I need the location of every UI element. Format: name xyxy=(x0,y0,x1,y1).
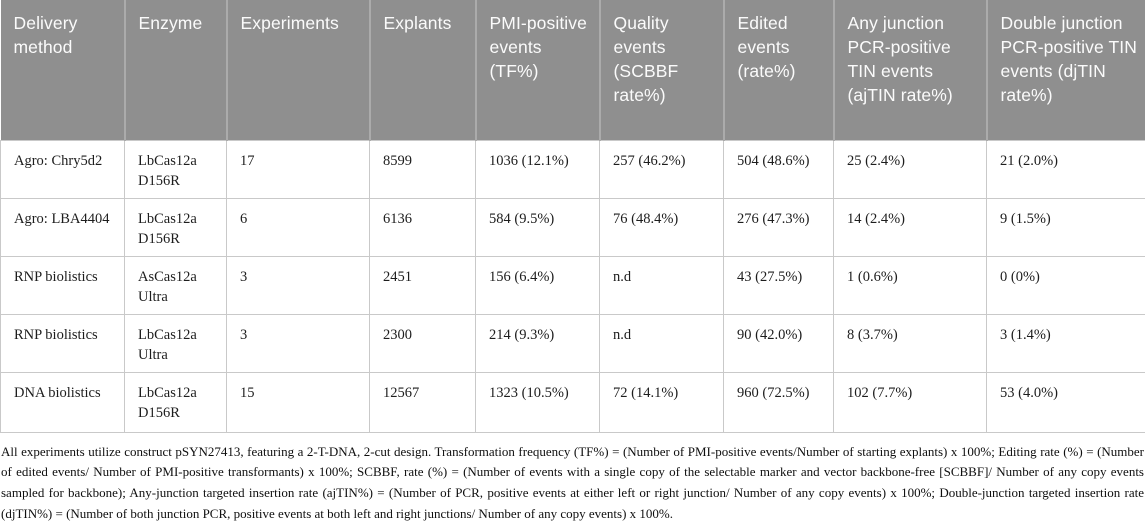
cell-ajtin-events: 102 (7.7%) xyxy=(833,371,987,433)
cell-djtin-events: 0 (0%) xyxy=(986,255,1145,315)
results-table: Delivery method Enzyme Experiments Expla… xyxy=(0,0,1145,433)
cell-djtin-events: 21 (2.0%) xyxy=(986,139,1145,199)
cell-quality-events: n.d xyxy=(599,313,724,373)
cell-experiments: 17 xyxy=(226,139,370,199)
table-row: RNP biolistics LbCas12a Ultra 3 2300 214… xyxy=(0,313,1145,373)
cell-edited-events: 43 (27.5%) xyxy=(723,255,834,315)
cell-delivery-method: RNP biolistics xyxy=(0,313,125,373)
cell-pmi-positive-events: 1323 (10.5%) xyxy=(475,371,600,433)
cell-quality-events: 72 (14.1%) xyxy=(599,371,724,433)
cell-enzyme: LbCas12a D156R xyxy=(124,197,227,257)
cell-djtin-events: 3 (1.4%) xyxy=(986,313,1145,373)
table-row: DNA biolistics LbCas12a D156R 15 12567 1… xyxy=(0,371,1145,433)
cell-explants: 2300 xyxy=(369,313,476,373)
cell-ajtin-events: 25 (2.4%) xyxy=(833,139,987,199)
cell-edited-events: 504 (48.6%) xyxy=(723,139,834,199)
column-header-edited-events: Edited events (rate%) xyxy=(722,0,834,140)
cell-quality-events: 76 (48.4%) xyxy=(599,197,724,257)
cell-enzyme: LbCas12a D156R xyxy=(124,371,227,433)
cell-explants: 6136 xyxy=(369,197,476,257)
cell-delivery-method: DNA biolistics xyxy=(0,371,125,433)
cell-pmi-positive-events: 156 (6.4%) xyxy=(475,255,600,315)
column-header-djtin-events: Double junction PCR-positive TIN events … xyxy=(985,0,1145,140)
cell-experiments: 3 xyxy=(226,313,370,373)
table-header: Delivery method Enzyme Experiments Expla… xyxy=(0,0,1145,140)
table-body: Agro: Chry5d2 LbCas12a D156R 17 8599 103… xyxy=(0,139,1145,433)
header-row: Delivery method Enzyme Experiments Expla… xyxy=(0,0,1145,140)
column-header-experiments: Experiments xyxy=(225,0,370,140)
cell-explants: 2451 xyxy=(369,255,476,315)
column-header-quality-events: Quality events (SCBBF rate%) xyxy=(598,0,724,140)
cell-ajtin-events: 8 (3.7%) xyxy=(833,313,987,373)
column-header-enzyme: Enzyme xyxy=(123,0,227,140)
column-header-delivery-method: Delivery method xyxy=(0,0,125,140)
table-footnote: All experiments utilize construct pSYN27… xyxy=(1,443,1144,521)
cell-pmi-positive-events: 584 (9.5%) xyxy=(475,197,600,257)
cell-explants: 8599 xyxy=(369,139,476,199)
column-header-ajtin-events: Any junction PCR-positive TIN events (aj… xyxy=(832,0,987,140)
cell-delivery-method: Agro: Chry5d2 xyxy=(0,139,125,199)
cell-ajtin-events: 1 (0.6%) xyxy=(833,255,987,315)
cell-pmi-positive-events: 214 (9.3%) xyxy=(475,313,600,373)
table-row: RNP biolistics AsCas12a Ultra 3 2451 156… xyxy=(0,255,1145,315)
cell-djtin-events: 9 (1.5%) xyxy=(986,197,1145,257)
cell-pmi-positive-events: 1036 (12.1%) xyxy=(475,139,600,199)
cell-edited-events: 276 (47.3%) xyxy=(723,197,834,257)
cell-enzyme: LbCas12a D156R xyxy=(124,139,227,199)
cell-quality-events: n.d xyxy=(599,255,724,315)
cell-delivery-method: Agro: LBA4404 xyxy=(0,197,125,257)
cell-edited-events: 960 (72.5%) xyxy=(723,371,834,433)
cell-delivery-method: RNP biolistics xyxy=(0,255,125,315)
cell-edited-events: 90 (42.0%) xyxy=(723,313,834,373)
cell-quality-events: 257 (46.2%) xyxy=(599,139,724,199)
cell-enzyme: LbCas12a Ultra xyxy=(124,313,227,373)
cell-experiments: 15 xyxy=(226,371,370,433)
cell-explants: 12567 xyxy=(369,371,476,433)
table-row: Agro: Chry5d2 LbCas12a D156R 17 8599 103… xyxy=(0,139,1145,199)
cell-experiments: 3 xyxy=(226,255,370,315)
column-header-pmi-positive-events: PMI-positive events (TF%) xyxy=(474,0,600,140)
table-row: Agro: LBA4404 LbCas12a D156R 6 6136 584 … xyxy=(0,197,1145,257)
cell-enzyme: AsCas12a Ultra xyxy=(124,255,227,315)
cell-djtin-events: 53 (4.0%) xyxy=(986,371,1145,433)
column-header-explants: Explants xyxy=(368,0,476,140)
cell-ajtin-events: 14 (2.4%) xyxy=(833,197,987,257)
cell-experiments: 6 xyxy=(226,197,370,257)
